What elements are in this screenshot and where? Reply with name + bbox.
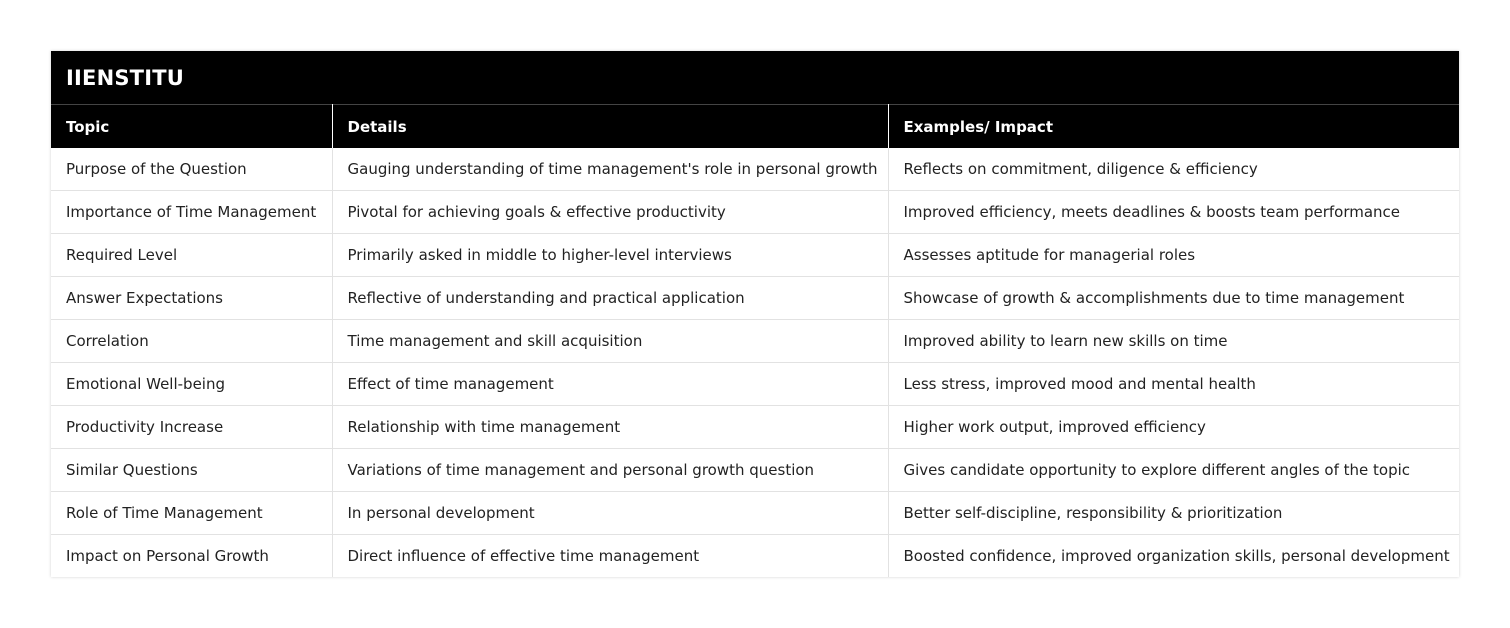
cell-topic: Importance of Time Management [51,190,333,234]
cell-examples-impact: Assesses aptitude for managerial roles [888,233,1460,277]
cell-examples-impact: Boosted confidence, improved organizatio… [903,547,1450,565]
table-row: Correlation Time management and skill ac… [51,319,1460,363]
table-row: Answer Expectations Reflective of unders… [51,276,1460,320]
table-row: Productivity Increase Relationship with … [51,405,1460,449]
cell-topic: Productivity Increase [51,405,333,449]
cell-details: Pivotal for achieving goals & effective … [332,190,889,234]
table-row: Role of Time Management In personal deve… [51,491,1460,535]
cell-examples-impact: Less stress, improved mood and mental he… [888,362,1460,406]
cell-details: Variations of time management and person… [332,448,889,492]
cell-details: Effect of time management [332,362,889,406]
table-row: Emotional Well-being Effect of time mana… [51,362,1460,406]
cell-details: Primarily asked in middle to higher-leve… [332,233,889,277]
cell-examples-impact: Improved efficiency, meets deadlines & b… [888,190,1460,234]
cell-topic: Purpose of the Question [51,148,333,191]
cell-topic: Answer Expectations [51,276,333,320]
data-table: IIENSTITU Topic Details Examples/ Impact… [51,51,1460,577]
column-header-examples-impact: Examples/ Impact [888,104,1460,148]
cell-details: In personal development [332,491,889,535]
cell-topic: Impact on Personal Growth [51,534,333,577]
table-title-row: IIENSTITU [51,51,1460,105]
table-row: Purpose of the Question Gauging understa… [51,148,1460,191]
cell-examples-impact: Improved ability to learn new skills on … [888,319,1460,363]
table-row: Impact on Personal Growth Direct influen… [51,534,1459,577]
table-body: Purpose of the Question Gauging understa… [51,148,1460,577]
data-table-container: IIENSTITU Topic Details Examples/ Impact… [51,51,1460,577]
cell-details: Direct influence of effective time manag… [332,534,889,577]
column-header-details: Details [332,104,889,148]
cell-examples-impact: Showcase of growth & accomplishments due… [888,276,1460,320]
cell-details: Reflective of understanding and practica… [332,276,889,320]
cell-examples-impact: Better self-discipline, responsibility &… [888,491,1460,535]
table-title: IIENSTITU [51,51,1460,105]
table-row: Similar Questions Variations of time man… [51,448,1460,492]
cell-topic: Role of Time Management [51,491,333,535]
table-header-row: Topic Details Examples/ Impact [51,104,1460,148]
cell-details: Time management and skill acquisition [332,319,889,363]
cell-topic: Emotional Well-being [51,362,333,406]
table-row: Required Level Primarily asked in middle… [51,233,1460,277]
table-row: Importance of Time Management Pivotal fo… [51,190,1460,234]
cell-details: Gauging understanding of time management… [332,148,889,191]
cell-topic: Correlation [51,319,333,363]
cell-examples-impact: Reflects on commitment, diligence & effi… [888,148,1460,191]
cell-topic: Required Level [51,233,333,277]
cell-topic: Similar Questions [51,448,333,492]
cell-examples-impact: Higher work output, improved efficiency [888,405,1460,449]
cell-examples-impact: Gives candidate opportunity to explore d… [888,448,1460,492]
cell-details: Relationship with time management [332,405,889,449]
column-header-topic: Topic [51,104,333,148]
